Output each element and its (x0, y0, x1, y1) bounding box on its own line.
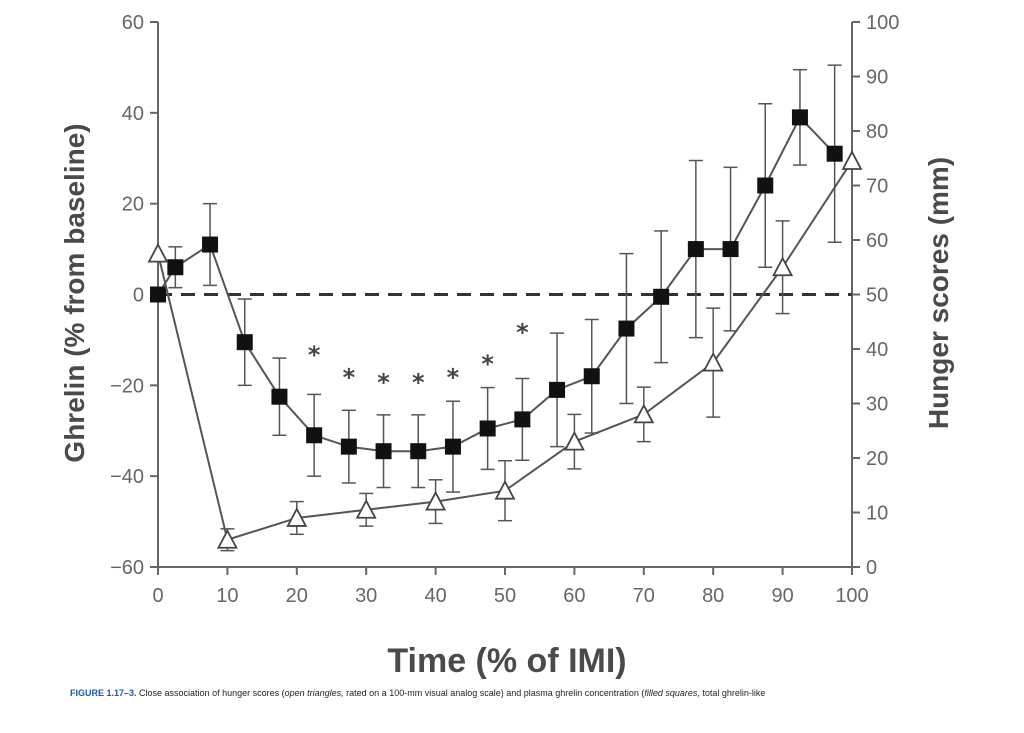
ghrelin-point (618, 320, 635, 337)
caption-text-3: total ghrelin-like (699, 688, 766, 698)
hunger-point (286, 507, 308, 527)
hunger-point (633, 403, 655, 424)
ghrelin-point (826, 145, 843, 162)
series-hunger (147, 150, 863, 552)
ghrelin-point (687, 241, 704, 258)
y-tick-label: −40 (110, 466, 144, 488)
y-tick-label: 60 (122, 12, 144, 34)
x-tick-label: 70 (633, 585, 655, 607)
ghrelin-point (514, 411, 531, 428)
y2-tick-label: 40 (866, 339, 888, 361)
y2-tick-label: 80 (866, 121, 888, 143)
x-tick-label: 80 (702, 585, 724, 607)
y-tick-label: 0 (133, 285, 144, 307)
series-ghrelin (150, 64, 843, 493)
y2-tick-label: 90 (866, 67, 888, 89)
x-tick-label: 10 (216, 585, 238, 607)
ghrelin-point (653, 288, 670, 305)
hunger-point (147, 242, 169, 263)
ghrelin-point (583, 368, 600, 385)
x-tick-label: 20 (286, 585, 308, 607)
hunger-point (772, 256, 794, 277)
hunger-point (355, 498, 377, 519)
y-tick-label: −60 (110, 557, 144, 579)
ticks-group: 0 10 20 30 40 50 60 70 80 90 100 −60 −40 −20 0 20 40 60 0 1… (110, 12, 899, 607)
ghrelin-point (306, 427, 323, 444)
y-tick-label: −20 (110, 375, 144, 397)
x-axis-title: Time (% of IMI) (387, 642, 626, 680)
x-tick-label: 100 (835, 585, 868, 607)
significance-marker: * (481, 350, 494, 378)
y2-tick-label: 70 (866, 176, 888, 198)
significance-marker: * (308, 341, 321, 369)
x-tick-label: 40 (424, 585, 446, 607)
caption-italic-2: filled squares, (644, 688, 700, 698)
significance-marker: * (377, 368, 390, 396)
significance-marker: * (343, 364, 356, 392)
y2-tick-label: 60 (866, 230, 888, 252)
x-tick-label: 0 (152, 585, 163, 607)
ghrelin-point (340, 438, 357, 455)
caption-text-1: Close association of hunger scores ( (136, 688, 285, 698)
hunger-point (216, 528, 238, 549)
x-tick-label: 90 (771, 585, 793, 607)
hunger-point (494, 479, 516, 500)
hunger-point (702, 351, 724, 372)
significance-marker: * (447, 364, 460, 392)
y-axis-title: Ghrelin (% from baseline) (59, 123, 90, 462)
ghrelin-point (202, 236, 219, 253)
ghrelin-point (236, 334, 253, 351)
significance-marker: * (412, 368, 425, 396)
ghrelin-point (410, 443, 427, 460)
y2-tick-label: 20 (866, 448, 888, 470)
ghrelin-point (722, 241, 739, 258)
ghrelin-point (791, 109, 808, 126)
y2-tick-label: 10 (866, 503, 888, 525)
ghrelin-point (444, 438, 461, 455)
caption-text-2: rated on a 100-mm visual analog scale) a… (343, 688, 645, 698)
x-tick-label: 30 (355, 585, 377, 607)
figure-caption: FIGURE 1.17–3. Close association of hung… (70, 688, 1010, 698)
ghrelin-point (479, 420, 496, 437)
y2-tick-label: 50 (866, 285, 888, 307)
ghrelin-point (167, 259, 184, 276)
y2-tick-label: 100 (866, 12, 899, 34)
ghrelin-point (757, 177, 774, 194)
y-tick-label: 40 (122, 103, 144, 125)
hunger-point (563, 430, 585, 451)
ghrelin-point (150, 286, 166, 303)
y-tick-label: 20 (122, 194, 144, 216)
annotations-group: * * * * * * * (308, 318, 529, 396)
ghrelin-point (271, 388, 288, 405)
x-tick-label: 60 (563, 585, 585, 607)
x-tick-label: 50 (494, 585, 516, 607)
ghrelin-point (375, 443, 392, 460)
y2-axis-title: Hunger scores (mm) (923, 157, 954, 429)
caption-italic-1: open triangles, (284, 688, 344, 698)
y2-tick-label: 0 (866, 557, 877, 579)
ghrelin-point (549, 381, 566, 398)
caption-label: FIGURE 1.17–3. (70, 688, 137, 698)
hunger-point (841, 150, 863, 170)
hunger-point (425, 490, 447, 511)
significance-marker: * (516, 318, 529, 346)
y2-tick-label: 30 (866, 394, 888, 416)
